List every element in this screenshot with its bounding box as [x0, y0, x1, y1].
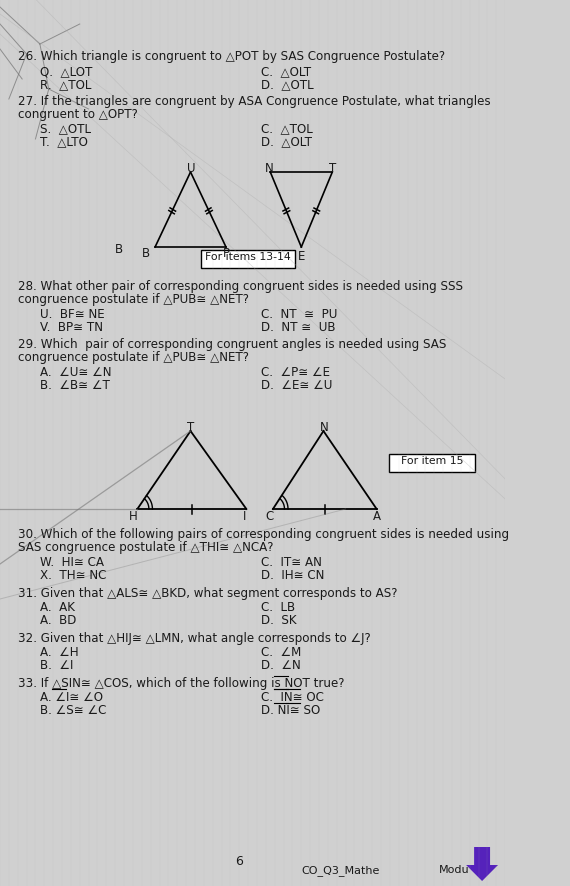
Text: SAS congruence postulate if △THI≅ △NCA?: SAS congruence postulate if △THI≅ △NCA? [18, 540, 273, 554]
Text: 6: 6 [235, 854, 243, 867]
Text: 27. If the triangles are congruent by ASA Congruence Postulate, what triangles: 27. If the triangles are congruent by AS… [18, 95, 490, 108]
Text: A. ∠I≅ ∠O: A. ∠I≅ ∠O [40, 690, 103, 703]
Text: B. ∠S≅ ∠C: B. ∠S≅ ∠C [40, 703, 106, 716]
Text: B.  ∠I: B. ∠I [40, 658, 74, 672]
Text: E: E [298, 250, 305, 263]
Text: W.  HI≅ CA: W. HI≅ CA [40, 556, 104, 568]
Text: D. NI≅ SO: D. NI≅ SO [262, 703, 321, 716]
Text: A.  ∠H: A. ∠H [40, 645, 79, 658]
Text: U: U [187, 162, 196, 175]
Text: Q.  △LOT: Q. △LOT [40, 65, 92, 78]
Text: 29. Which  pair of corresponding congruent angles is needed using SAS: 29. Which pair of corresponding congruen… [18, 338, 446, 351]
Text: 28. What other pair of corresponding congruent sides is needed using SSS: 28. What other pair of corresponding con… [18, 280, 463, 292]
Text: X.  TH≅ NC: X. TH≅ NC [40, 568, 106, 581]
Text: 32. Given that △HIJ≅ △LMN, what angle corresponds to ∠J?: 32. Given that △HIJ≅ △LMN, what angle co… [18, 632, 370, 644]
Text: C.  △TOL: C. △TOL [262, 122, 313, 135]
Text: D.  ∠N: D. ∠N [262, 658, 301, 672]
Text: C.  ∠M: C. ∠M [262, 645, 302, 658]
Text: D.  SK: D. SK [262, 613, 297, 626]
Text: T.  △LTO: T. △LTO [40, 135, 88, 148]
Text: I: I [243, 509, 246, 523]
Text: 30. Which of the following pairs of corresponding congruent sides is needed usin: 30. Which of the following pairs of corr… [18, 527, 509, 540]
Text: T: T [187, 421, 194, 433]
Text: B.  ∠B≅ ∠T: B. ∠B≅ ∠T [40, 378, 110, 392]
Text: For items 13-14: For items 13-14 [205, 253, 291, 262]
Text: C.  △OLT: C. △OLT [262, 65, 312, 78]
Text: D.  NT ≅  UB: D. NT ≅ UB [262, 321, 336, 334]
Text: A.  BD: A. BD [40, 613, 76, 626]
Text: A: A [373, 509, 381, 523]
FancyBboxPatch shape [389, 454, 475, 472]
Text: D.  ∠E≅ ∠U: D. ∠E≅ ∠U [262, 378, 333, 392]
Text: CO_Q3_Mathe: CO_Q3_Mathe [302, 864, 380, 874]
Text: congruent to △OPT?: congruent to △OPT? [18, 108, 137, 120]
Text: R.  △TOL: R. △TOL [40, 78, 91, 91]
FancyBboxPatch shape [201, 250, 295, 268]
Text: D.  △OTL: D. △OTL [262, 78, 314, 91]
Text: H: H [128, 509, 137, 523]
Text: A.  AK: A. AK [40, 601, 75, 613]
Text: B: B [142, 246, 150, 260]
Text: S.  △OTL: S. △OTL [40, 122, 91, 135]
Text: B: B [115, 243, 123, 256]
Text: congruence postulate if △PUB≅ △NET?: congruence postulate if △PUB≅ △NET? [18, 351, 249, 363]
Text: C.  IN≅ OC: C. IN≅ OC [262, 690, 324, 703]
Text: V.  BP≅ TN: V. BP≅ TN [40, 321, 103, 334]
Text: N: N [265, 162, 274, 175]
Polygon shape [466, 847, 498, 881]
Text: N: N [320, 421, 329, 433]
Text: T: T [329, 162, 336, 175]
Text: 26. Which triangle is congruent to △POT by SAS Congruence Postulate?: 26. Which triangle is congruent to △POT … [18, 50, 445, 63]
Text: 31. Given that △ALS≅ △BKD, what segment corresponds to AS?: 31. Given that △ALS≅ △BKD, what segment … [18, 587, 397, 599]
Text: D.  △OLT: D. △OLT [262, 135, 312, 148]
Text: D.  IH≅ CN: D. IH≅ CN [262, 568, 325, 581]
Text: For item 15: For item 15 [401, 456, 463, 466]
Text: U.  BF≅ NE: U. BF≅ NE [40, 307, 104, 321]
Text: P: P [223, 246, 230, 260]
Text: C.  NT  ≅  PU: C. NT ≅ PU [262, 307, 338, 321]
Text: C.  ∠P≅ ∠E: C. ∠P≅ ∠E [262, 366, 331, 378]
Text: congruence postulate if △PUB≅ △NET?: congruence postulate if △PUB≅ △NET? [18, 292, 249, 306]
Text: A.  ∠U≅ ∠N: A. ∠U≅ ∠N [40, 366, 111, 378]
Text: C.  IT≅ AN: C. IT≅ AN [262, 556, 322, 568]
Text: C: C [266, 509, 274, 523]
Text: C.  LB: C. LB [262, 601, 296, 613]
Text: Modu: Modu [439, 864, 469, 874]
Text: 33. If △SIN≅ △COS, which of the following is NOT true?: 33. If △SIN≅ △COS, which of the followin… [18, 676, 344, 689]
